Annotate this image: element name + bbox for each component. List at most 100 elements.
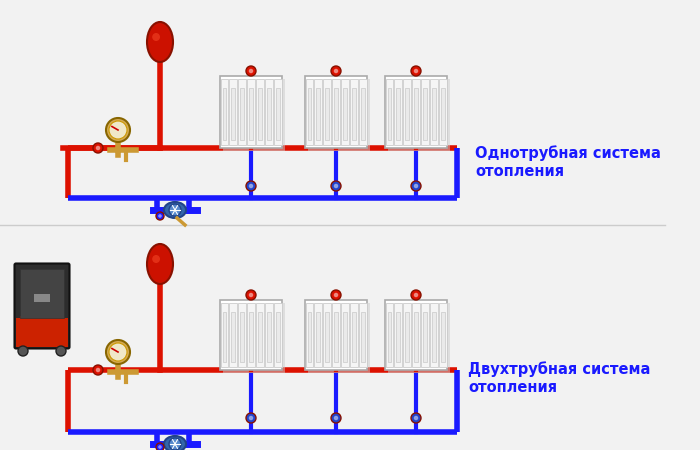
- Bar: [439, 79, 447, 145]
- Bar: [385, 76, 447, 148]
- Bar: [421, 79, 429, 145]
- Bar: [405, 88, 409, 140]
- Circle shape: [246, 290, 256, 300]
- Circle shape: [109, 121, 127, 139]
- Bar: [352, 312, 356, 362]
- Circle shape: [246, 181, 256, 191]
- Bar: [341, 303, 349, 367]
- Bar: [341, 79, 349, 145]
- Bar: [388, 303, 450, 373]
- Circle shape: [93, 143, 103, 153]
- Bar: [232, 312, 235, 362]
- Circle shape: [169, 438, 181, 450]
- Bar: [334, 88, 338, 140]
- Circle shape: [246, 66, 256, 76]
- Bar: [265, 79, 272, 145]
- Bar: [314, 303, 322, 367]
- Bar: [412, 79, 420, 145]
- Bar: [249, 88, 253, 140]
- Bar: [423, 312, 427, 362]
- Bar: [396, 88, 400, 140]
- Circle shape: [56, 346, 66, 356]
- Bar: [249, 312, 253, 362]
- Ellipse shape: [147, 22, 173, 62]
- Circle shape: [334, 416, 338, 420]
- Circle shape: [109, 343, 127, 361]
- Bar: [403, 303, 411, 367]
- Circle shape: [414, 416, 419, 420]
- Bar: [274, 303, 281, 367]
- Circle shape: [331, 181, 341, 191]
- Bar: [350, 79, 358, 145]
- Bar: [267, 312, 271, 362]
- Bar: [307, 312, 312, 362]
- Bar: [332, 79, 340, 145]
- Ellipse shape: [152, 255, 160, 263]
- Circle shape: [96, 368, 100, 372]
- Bar: [394, 79, 402, 145]
- Bar: [238, 303, 246, 367]
- Circle shape: [156, 443, 164, 450]
- Bar: [230, 79, 237, 145]
- Bar: [223, 79, 285, 151]
- Bar: [439, 303, 447, 367]
- Bar: [238, 79, 246, 145]
- Bar: [305, 303, 314, 367]
- Circle shape: [18, 346, 28, 356]
- Bar: [386, 303, 393, 367]
- Bar: [385, 300, 447, 370]
- Bar: [430, 79, 438, 145]
- Bar: [334, 312, 338, 362]
- Bar: [16, 318, 68, 347]
- Circle shape: [248, 184, 253, 188]
- Bar: [326, 88, 329, 140]
- Circle shape: [414, 69, 419, 73]
- Text: Однотрубная система
отопления: Однотрубная система отопления: [475, 145, 661, 179]
- Bar: [352, 88, 356, 140]
- Ellipse shape: [152, 33, 160, 41]
- Bar: [220, 79, 228, 145]
- Bar: [440, 312, 444, 362]
- Bar: [403, 79, 411, 145]
- Bar: [430, 303, 438, 367]
- Bar: [412, 303, 420, 367]
- Circle shape: [248, 69, 253, 73]
- Circle shape: [411, 413, 421, 423]
- Bar: [386, 79, 393, 145]
- Circle shape: [158, 445, 162, 449]
- Circle shape: [96, 146, 100, 150]
- Bar: [360, 88, 365, 140]
- Ellipse shape: [164, 436, 186, 450]
- Bar: [414, 88, 418, 140]
- Bar: [223, 312, 226, 362]
- Circle shape: [248, 293, 253, 297]
- Circle shape: [334, 69, 338, 73]
- Bar: [388, 79, 450, 151]
- Bar: [305, 79, 314, 145]
- Bar: [34, 294, 50, 302]
- Bar: [308, 79, 370, 151]
- Bar: [440, 88, 444, 140]
- Circle shape: [156, 212, 164, 220]
- Circle shape: [411, 181, 421, 191]
- Circle shape: [169, 204, 181, 216]
- Bar: [20, 316, 64, 343]
- Bar: [360, 312, 365, 362]
- Bar: [323, 303, 331, 367]
- Bar: [343, 312, 346, 362]
- Circle shape: [334, 293, 338, 297]
- Bar: [247, 303, 255, 367]
- FancyBboxPatch shape: [15, 264, 69, 348]
- Bar: [350, 303, 358, 367]
- Bar: [394, 303, 402, 367]
- Circle shape: [331, 66, 341, 76]
- Ellipse shape: [147, 244, 173, 284]
- Bar: [405, 312, 409, 362]
- Bar: [396, 312, 400, 362]
- Bar: [305, 76, 367, 148]
- Circle shape: [106, 340, 130, 364]
- Bar: [421, 303, 429, 367]
- Circle shape: [411, 66, 421, 76]
- Circle shape: [246, 413, 256, 423]
- Bar: [220, 300, 282, 370]
